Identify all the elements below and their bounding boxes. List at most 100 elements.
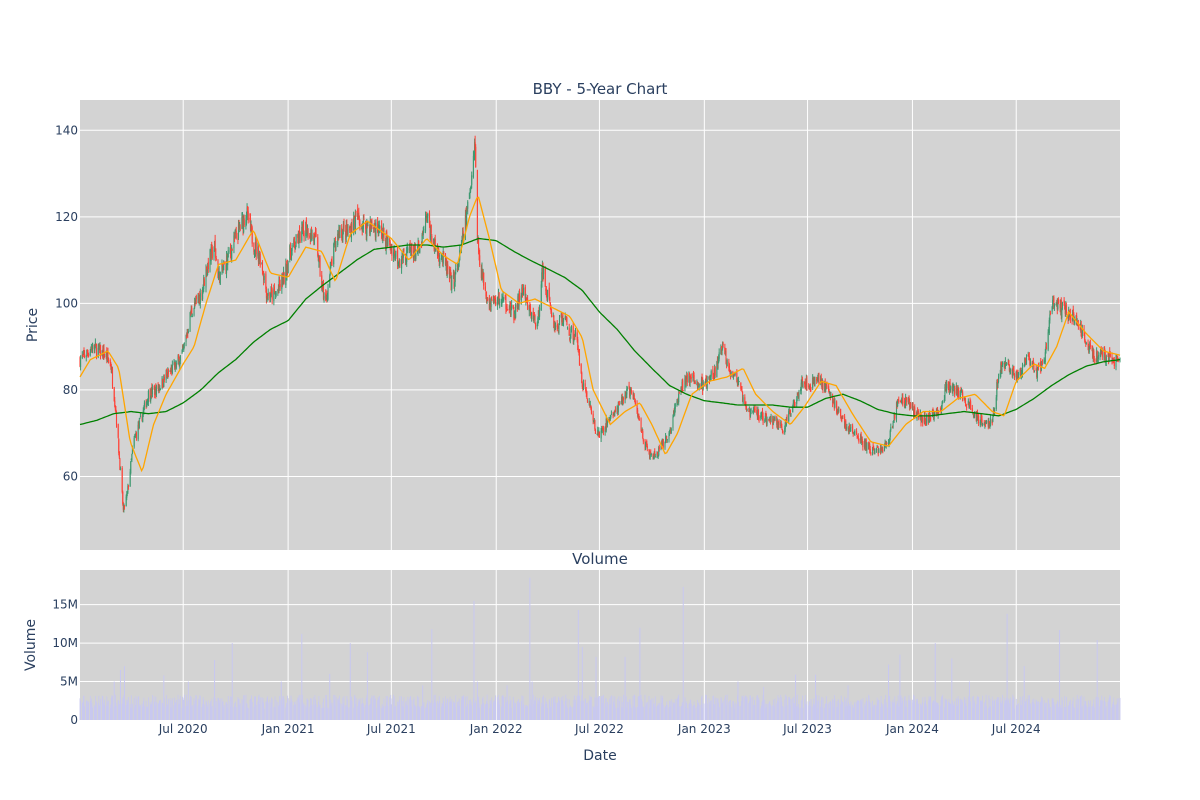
candle-body bbox=[800, 382, 802, 391]
volume-bar bbox=[359, 698, 361, 720]
volume-bar bbox=[290, 695, 292, 720]
candle-body bbox=[578, 352, 581, 366]
candle-body bbox=[406, 247, 408, 262]
candlestick bbox=[314, 232, 316, 239]
candle-body bbox=[290, 248, 293, 257]
candle-body bbox=[726, 359, 728, 367]
candle-body bbox=[738, 380, 740, 383]
volume-bar bbox=[355, 697, 357, 720]
candle-body bbox=[1012, 367, 1014, 370]
volume-bar bbox=[191, 706, 193, 720]
volume-bar bbox=[478, 696, 479, 720]
volume-bar bbox=[473, 697, 474, 720]
volume-bar bbox=[114, 706, 116, 720]
candlestick bbox=[1081, 331, 1083, 340]
candle-body bbox=[817, 377, 819, 379]
candlestick bbox=[261, 262, 263, 265]
candle-body bbox=[626, 388, 628, 395]
volume-bar bbox=[178, 704, 180, 720]
candle-body bbox=[206, 270, 208, 276]
candle-body bbox=[593, 420, 595, 422]
candlestick bbox=[231, 248, 233, 252]
volume-bar bbox=[138, 695, 140, 720]
candle-body bbox=[907, 397, 910, 402]
candlestick bbox=[882, 446, 884, 454]
candle-body bbox=[688, 375, 691, 382]
volume-bar bbox=[299, 702, 300, 720]
candlestick bbox=[275, 290, 277, 298]
volume-bar bbox=[253, 706, 255, 720]
candlestick bbox=[381, 234, 383, 241]
candlestick bbox=[301, 223, 303, 232]
candle-body bbox=[700, 378, 703, 388]
candlestick bbox=[235, 226, 237, 240]
volume-bar bbox=[622, 707, 624, 720]
volume-bar bbox=[774, 698, 776, 720]
volume-bar bbox=[429, 701, 430, 720]
volume-bar bbox=[223, 705, 225, 720]
candle-body bbox=[217, 259, 219, 279]
volume-bar bbox=[447, 698, 449, 720]
candle-body bbox=[1096, 350, 1098, 362]
candle-body bbox=[696, 384, 699, 388]
candlestick bbox=[1065, 301, 1067, 317]
volume-bar bbox=[545, 704, 547, 720]
candlestick bbox=[805, 374, 807, 391]
volume-bar bbox=[874, 704, 876, 720]
candle-body bbox=[773, 418, 776, 420]
candle-body bbox=[480, 266, 482, 279]
candle-body bbox=[721, 350, 723, 354]
candlestick bbox=[769, 417, 771, 423]
candlestick bbox=[1068, 309, 1070, 321]
volume-bar bbox=[126, 700, 128, 720]
volume-bar bbox=[386, 696, 388, 720]
candlestick bbox=[279, 279, 281, 291]
candlestick bbox=[315, 228, 317, 238]
candle-body bbox=[481, 269, 484, 278]
volume-bar bbox=[409, 697, 411, 720]
candlestick bbox=[366, 218, 368, 242]
candlestick bbox=[968, 401, 971, 409]
candlestick bbox=[858, 438, 860, 444]
candlestick bbox=[1000, 361, 1002, 374]
volume-bar bbox=[266, 697, 268, 720]
candlestick bbox=[902, 393, 904, 407]
candlestick bbox=[649, 449, 651, 460]
volume-bar bbox=[772, 705, 774, 720]
candle-body bbox=[629, 391, 631, 397]
candlestick bbox=[454, 271, 456, 287]
volume-bar bbox=[625, 696, 627, 720]
candlestick bbox=[768, 416, 770, 422]
candle-body bbox=[338, 231, 340, 234]
candlestick bbox=[409, 240, 411, 253]
volume-bar bbox=[700, 704, 702, 720]
candlestick bbox=[1049, 310, 1051, 316]
candle-body bbox=[954, 387, 956, 395]
candlestick bbox=[928, 418, 930, 423]
candlestick bbox=[636, 400, 638, 414]
candlestick bbox=[529, 302, 531, 310]
candlestick bbox=[303, 230, 305, 242]
volume-bar bbox=[121, 703, 123, 720]
candle-body bbox=[472, 155, 474, 178]
volume-bar bbox=[143, 697, 145, 720]
candlestick bbox=[333, 237, 335, 246]
candle-body bbox=[278, 280, 280, 292]
candle-body bbox=[657, 454, 659, 457]
candlestick bbox=[382, 227, 384, 244]
candlestick bbox=[353, 215, 355, 220]
volume-bar bbox=[642, 706, 644, 720]
volume-bar bbox=[430, 702, 432, 720]
candlestick bbox=[781, 428, 784, 434]
price-y-tick-label: 60 bbox=[63, 469, 78, 483]
volume-bar bbox=[230, 696, 231, 720]
volume-bar bbox=[817, 701, 819, 720]
candle-body bbox=[757, 409, 760, 419]
candlestick bbox=[239, 224, 241, 232]
candle-body bbox=[305, 219, 307, 233]
candle-body bbox=[673, 410, 675, 417]
candle-body bbox=[730, 370, 732, 376]
candle-body bbox=[99, 344, 102, 356]
volume-bar bbox=[539, 698, 540, 720]
candlestick bbox=[402, 254, 404, 265]
